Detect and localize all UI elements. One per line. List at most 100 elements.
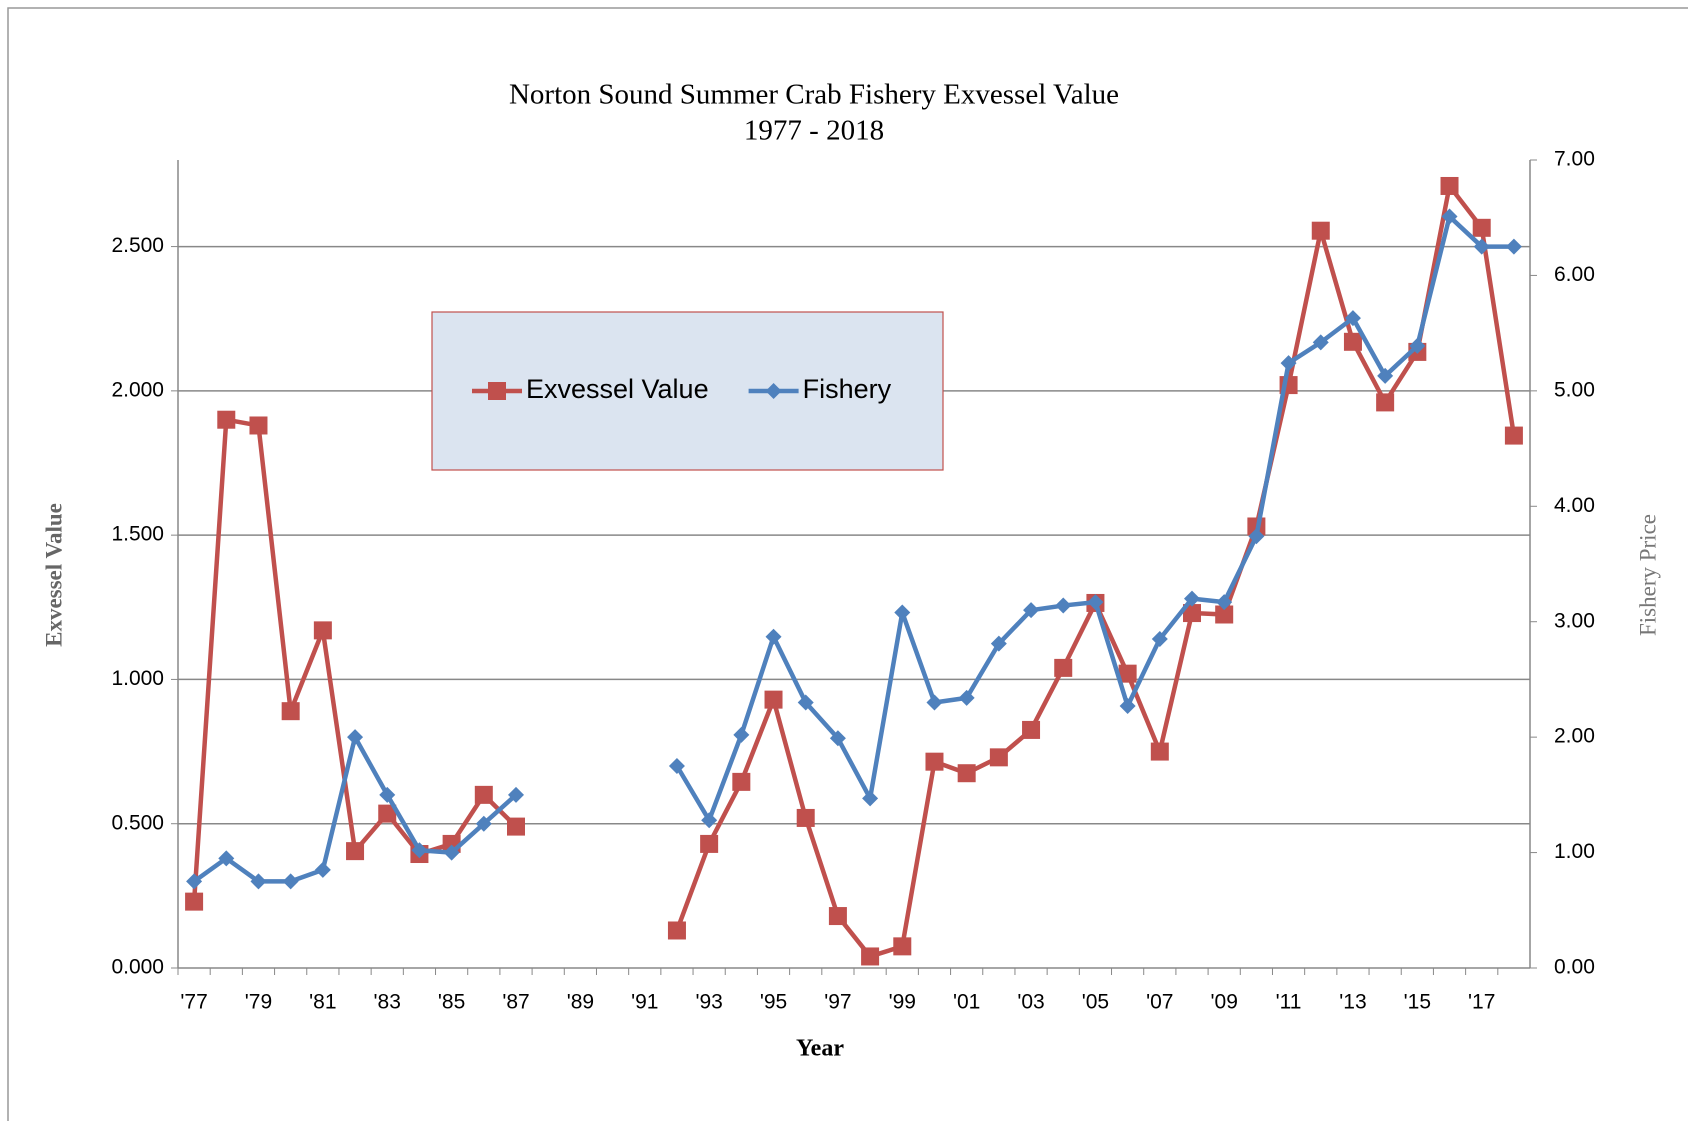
x-tick-label: '85	[438, 991, 465, 1014]
x-tick-label: '83	[374, 991, 401, 1014]
marker	[990, 635, 1007, 652]
y-tick-label: 2.000	[111, 378, 164, 401]
marker	[1022, 720, 1041, 739]
marker	[862, 790, 879, 807]
legend-label: Exvessel Value	[526, 374, 709, 404]
marker	[1150, 742, 1169, 761]
marker	[893, 937, 912, 956]
marker	[1377, 367, 1394, 384]
marker	[1184, 590, 1200, 607]
marker	[1151, 631, 1168, 648]
y-tick-label: 1.000	[111, 667, 164, 690]
x-tick-label: '17	[1468, 991, 1495, 1014]
marker	[1344, 310, 1361, 327]
marker	[828, 907, 847, 926]
marker	[894, 604, 911, 621]
y2-tick-label: 1.00	[1554, 840, 1595, 863]
x-tick-label: '89	[567, 991, 594, 1014]
marker	[282, 873, 299, 890]
y2-axis-label: Fishery Price	[1635, 514, 1660, 636]
x-tick-label: '93	[695, 991, 722, 1014]
marker	[1311, 221, 1330, 240]
marker	[250, 873, 267, 890]
y2-tick-label: 0.00	[1554, 956, 1595, 979]
x-tick-label: '79	[245, 991, 272, 1014]
x-axis-label: Year	[796, 1036, 844, 1062]
x-tick-label: '95	[760, 991, 787, 1014]
y-tick-label: 0.000	[111, 956, 164, 979]
marker	[379, 786, 396, 803]
marker	[475, 815, 492, 832]
marker	[507, 817, 525, 836]
x-tick-label: '01	[953, 991, 980, 1014]
marker	[488, 382, 506, 400]
marker	[1023, 602, 1040, 619]
marker	[1087, 594, 1104, 611]
marker	[1343, 332, 1362, 351]
marker	[1248, 528, 1265, 545]
marker	[733, 726, 750, 743]
x-tick-label: '03	[1017, 991, 1044, 1014]
y2-tick-label: 2.00	[1554, 725, 1595, 748]
marker	[1119, 697, 1136, 714]
marker	[1118, 664, 1137, 683]
marker	[314, 861, 331, 878]
marker	[1216, 594, 1233, 611]
y2-tick-label: 3.00	[1554, 609, 1595, 632]
x-tick-label: '99	[889, 991, 916, 1014]
marker	[700, 834, 719, 853]
marker	[796, 808, 815, 827]
y2-tick-label: 4.00	[1554, 494, 1595, 517]
marker	[829, 730, 846, 747]
marker	[443, 844, 460, 861]
marker	[668, 758, 685, 774]
y-tick-label: 2.500	[111, 234, 164, 257]
x-tick-label: '97	[824, 991, 851, 1014]
marker	[765, 628, 782, 645]
y-axis-label: Exvessel Value	[41, 503, 66, 647]
x-tick-label: '91	[631, 991, 658, 1014]
x-tick-label: '07	[1146, 991, 1173, 1014]
marker	[1473, 238, 1490, 255]
marker	[508, 786, 524, 803]
x-tick-label: '11	[1276, 991, 1302, 1014]
marker	[1440, 176, 1459, 195]
marker	[378, 804, 397, 823]
y2-tick-label: 5.00	[1554, 378, 1595, 401]
x-tick-label: '05	[1082, 991, 1109, 1014]
marker	[1504, 426, 1523, 445]
marker	[989, 748, 1008, 767]
x-tick-label: '13	[1339, 991, 1366, 1014]
marker	[958, 689, 975, 706]
x-tick-label: '81	[309, 991, 336, 1014]
y-tick-label: 0.500	[111, 811, 164, 834]
series-line	[191, 183, 1517, 959]
marker	[1280, 355, 1297, 372]
marker	[474, 785, 493, 804]
x-tick-label: '15	[1404, 991, 1431, 1014]
marker	[1505, 238, 1522, 255]
marker	[185, 892, 204, 911]
marker	[1472, 218, 1491, 237]
chart-border	[7, 7, 1688, 1121]
marker	[1312, 334, 1329, 351]
marker	[186, 873, 203, 890]
x-tick-label: '09	[1211, 991, 1238, 1014]
marker	[957, 764, 976, 783]
marker	[346, 842, 365, 861]
marker	[1183, 604, 1201, 623]
marker	[1215, 605, 1234, 624]
marker	[667, 921, 686, 940]
marker	[411, 842, 428, 859]
y2-tick-label: 7.00	[1554, 148, 1595, 171]
marker	[281, 702, 300, 721]
marker	[701, 812, 718, 829]
marker	[1055, 597, 1072, 614]
marker	[218, 850, 235, 867]
marker	[764, 690, 783, 709]
marker	[765, 383, 782, 399]
marker	[313, 621, 332, 640]
chart-subtitle: 1977 - 2018	[744, 115, 884, 147]
marker	[732, 772, 751, 791]
